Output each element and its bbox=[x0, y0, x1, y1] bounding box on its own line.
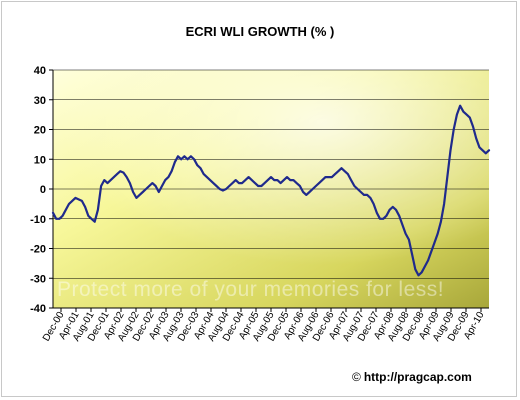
credit-url: http://pragcap.com bbox=[363, 370, 472, 384]
copyright-symbol: © bbox=[352, 370, 361, 384]
gridlines bbox=[49, 69, 489, 309]
y-tick-label: -30 bbox=[30, 273, 46, 285]
x-axis-tick-labels: Dec-00Apr-01Aug-01Dec-01Apr-02Aug-02Dec-… bbox=[41, 308, 487, 343]
y-tick-label: 20 bbox=[34, 125, 46, 137]
y-tick-label: 0 bbox=[40, 184, 46, 196]
watermark-text: Protect more of your memories for less! bbox=[57, 278, 445, 301]
y-tick-label: 40 bbox=[34, 65, 46, 77]
y-tick-label: 30 bbox=[34, 95, 46, 107]
y-tick-label: -40 bbox=[30, 303, 46, 315]
chart-title: ECRI WLI GROWTH (% ) bbox=[185, 24, 335, 39]
y-axis-tick-labels: -40 -30 -20 -10 0 10 20 30 40 bbox=[30, 65, 46, 315]
credit-text: © http://pragcap.com bbox=[352, 370, 472, 384]
y-tick-label: -10 bbox=[30, 214, 46, 226]
y-tick-label: -20 bbox=[30, 244, 46, 256]
y-tick-label: 10 bbox=[34, 154, 46, 166]
series-line bbox=[51, 104, 491, 277]
